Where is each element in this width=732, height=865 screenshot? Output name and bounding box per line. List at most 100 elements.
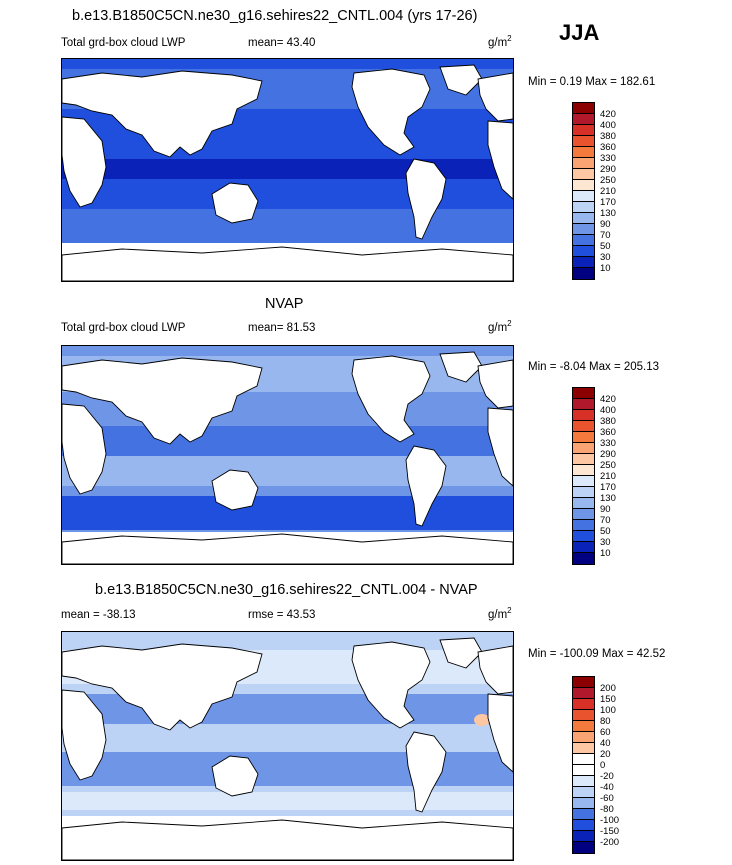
colorbar-swatch: [573, 465, 594, 476]
colorbar-swatch: [573, 776, 594, 787]
colorbar-swatch: [573, 820, 594, 831]
ocean-band-south: [62, 209, 513, 243]
colorbar-label: 400: [600, 120, 616, 131]
colorbar-swatch: [573, 114, 594, 125]
continent-antarctica: [62, 533, 513, 564]
colorbar-swatch: [573, 410, 594, 421]
continent-south-america: [405, 445, 447, 527]
panel-3-colorbar: [572, 676, 595, 854]
colorbar-swatch: [573, 213, 594, 224]
colorbar-swatch: [573, 191, 594, 202]
continent-europe: [477, 359, 513, 409]
colorbar-label: 420: [600, 394, 616, 405]
colorbar-swatch: [573, 732, 594, 743]
colorbar-label: -80: [600, 804, 614, 815]
ocean-band-tropics: [62, 426, 513, 456]
colorbar-label: 150: [600, 694, 616, 705]
colorbar-swatch: [573, 710, 594, 721]
colorbar-label: 400: [600, 405, 616, 416]
panel-3-rmse: rmse = 43.53: [248, 609, 316, 621]
colorbar-swatch: [573, 235, 594, 246]
colorbar-swatch: [573, 699, 594, 710]
colorbar-swatch: [573, 268, 594, 279]
colorbar-label: 330: [600, 153, 616, 164]
panel-2-mean: mean= 81.53: [248, 322, 316, 334]
colorbar-swatch: [573, 103, 594, 114]
continent-africa-east: [487, 407, 513, 487]
continent-antarctica: [62, 819, 513, 860]
panel-2-left-label: Total grd-box cloud LWP: [61, 322, 186, 334]
colorbar-label: -150: [600, 826, 620, 837]
panel-1-minmax: Min = 0.19 Max = 182.61: [528, 76, 656, 88]
continent-africa: [62, 116, 107, 208]
colorbar-label: 10: [600, 263, 611, 274]
continent-africa: [62, 403, 107, 495]
continent-north-america: [351, 68, 431, 156]
colorbar-label: 80: [600, 716, 611, 727]
colorbar-label: 100: [600, 705, 616, 716]
colorbar-swatch: [573, 136, 594, 147]
continent-europe: [477, 72, 513, 122]
colorbar-swatch: [573, 421, 594, 432]
colorbar-swatch: [573, 688, 594, 699]
colorbar-swatch: [573, 743, 594, 754]
colorbar-label: 360: [600, 142, 616, 153]
colorbar-swatch: [573, 520, 594, 531]
colorbar-label: 130: [600, 493, 616, 504]
panel-2-minmax: Min = -8.04 Max = 205.13: [528, 361, 660, 373]
colorbar-label: 60: [600, 727, 611, 738]
colorbar-label: 380: [600, 416, 616, 427]
colorbar-swatch: [573, 169, 594, 180]
continent-eurasia: [62, 70, 263, 158]
colorbar-swatch: [573, 754, 594, 765]
continent-africa: [62, 689, 107, 781]
colorbar-label: 70: [600, 230, 611, 241]
colorbar-label: 420: [600, 109, 616, 120]
colorbar-label: 0: [600, 760, 606, 771]
colorbar-label: 210: [600, 471, 616, 482]
panel-1-map: [61, 58, 514, 282]
colorbar-label: 20: [600, 749, 611, 760]
colorbar-label: -20: [600, 771, 614, 782]
panel-2-units: g/m2: [488, 319, 512, 334]
colorbar-swatch: [573, 798, 594, 809]
continent-africa-east: [487, 693, 513, 773]
colorbar-swatch: [573, 147, 594, 158]
colorbar-swatch: [573, 443, 594, 454]
colorbar-label: 290: [600, 449, 616, 460]
colorbar-label: 330: [600, 438, 616, 449]
colorbar-label: 30: [600, 252, 611, 263]
continent-australia: [211, 469, 259, 511]
continent-australia: [211, 755, 259, 797]
colorbar-label: 130: [600, 208, 616, 219]
continent-antarctica: [62, 246, 513, 281]
colorbar-swatch: [573, 509, 594, 520]
colorbar-swatch: [573, 498, 594, 509]
colorbar-label: 50: [600, 526, 611, 537]
continent-greenland: [439, 637, 483, 669]
panel-1-units: g/m2: [488, 34, 512, 49]
panel-2-title: NVAP: [265, 296, 304, 312]
continent-eurasia: [62, 357, 263, 445]
colorbar-swatch: [573, 721, 594, 732]
colorbar-label: 40: [600, 738, 611, 749]
panel-3-title: b.e13.B1850C5CN.ne30_g16.sehires22_CNTL.…: [95, 582, 478, 598]
colorbar-label: 170: [600, 482, 616, 493]
colorbar-swatch: [573, 454, 594, 465]
colorbar-label: -40: [600, 782, 614, 793]
colorbar-swatch: [573, 246, 594, 257]
panel-1-mean: mean= 43.40: [248, 37, 316, 49]
ocean-band-south: [62, 792, 513, 810]
ocean-band-south: [62, 496, 513, 530]
colorbar-swatch: [573, 476, 594, 487]
colorbar-swatch: [573, 388, 594, 399]
colorbar-swatch: [573, 542, 594, 553]
colorbar-swatch: [573, 487, 594, 498]
continent-south-america: [405, 731, 447, 813]
colorbar-swatch: [573, 531, 594, 542]
colorbar-swatch: [573, 125, 594, 136]
panel-1-title: b.e13.B1850C5CN.ne30_g16.sehires22_CNTL.…: [72, 8, 478, 24]
colorbar-swatch: [573, 765, 594, 776]
panel-2-map: [61, 345, 514, 565]
continent-north-america: [351, 641, 431, 729]
